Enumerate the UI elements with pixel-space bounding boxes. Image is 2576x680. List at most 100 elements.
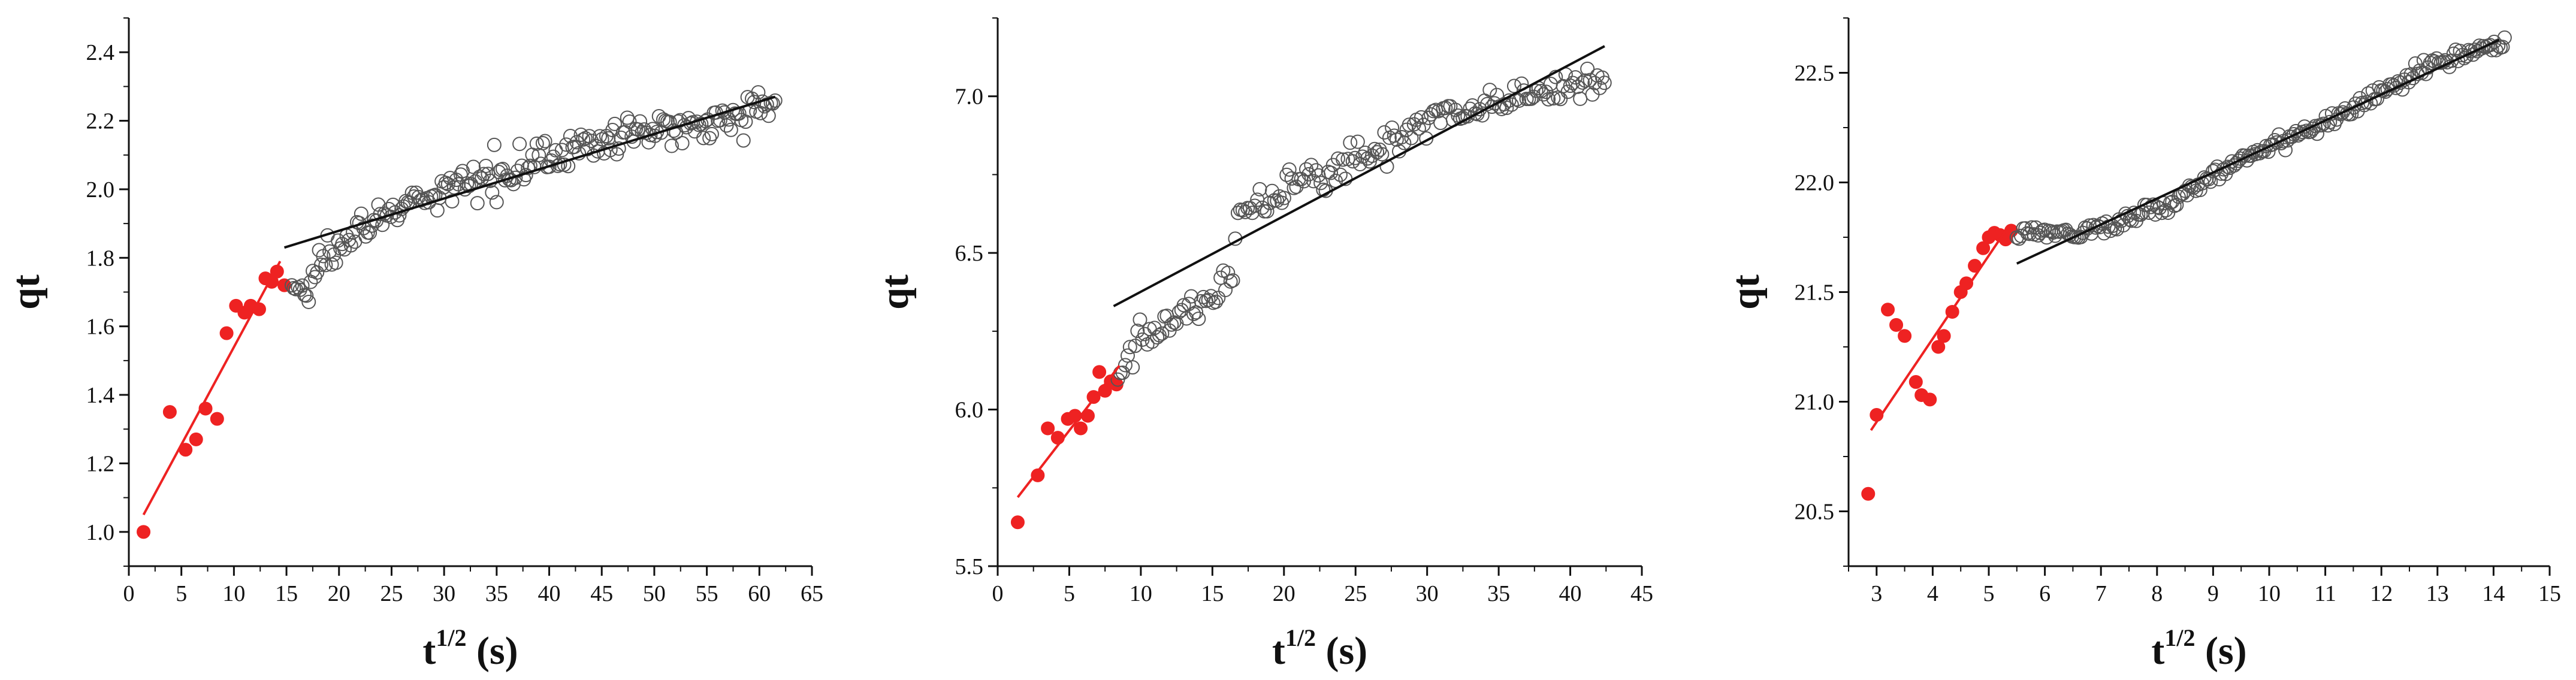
data-point-later: [364, 218, 379, 233]
x-tick-label: 0: [123, 581, 135, 606]
x-tick-label: 10: [222, 581, 245, 606]
data-point-later: [284, 278, 299, 293]
fit-line-initial: [1870, 229, 2007, 431]
data-point-later: [1490, 87, 1505, 102]
data-point-later: [633, 114, 648, 129]
fit-line-initial: [142, 261, 282, 516]
data-point-later: [1122, 340, 1137, 355]
data-point-later: [1541, 92, 1556, 107]
y-tick-label: 6.5: [955, 241, 984, 266]
data-point-later: [455, 164, 470, 179]
x-tick-label: 40: [1559, 581, 1582, 606]
y-tick-label: 22.5: [1795, 61, 1835, 86]
data-point-later: [1526, 89, 1541, 104]
data-point-later: [2169, 198, 2184, 213]
x-axis-title: t1/2 (s): [422, 624, 518, 673]
data-point-later: [1147, 321, 1162, 336]
data-point-later: [702, 131, 717, 146]
data-point-later: [460, 176, 475, 191]
data-point-later: [1533, 84, 1548, 99]
x-tick-label: 8: [2151, 581, 2163, 606]
data-point-initial: [1908, 375, 1923, 389]
data-point-initial: [1861, 486, 1876, 501]
data-point-later: [310, 265, 325, 280]
data-point-later: [371, 197, 386, 212]
x-tick-label: 6: [2039, 581, 2050, 606]
data-point-later: [768, 93, 783, 108]
x-axis-title: t1/2 (s): [2151, 624, 2246, 673]
data-point-initial: [189, 432, 203, 446]
data-point-later: [512, 137, 527, 152]
data-point-later: [2293, 126, 2308, 141]
x-tick-label: 14: [2482, 581, 2505, 606]
data-point-later: [2233, 151, 2248, 166]
data-point-later: [1260, 204, 1275, 219]
data-point-later: [1377, 125, 1392, 140]
data-point-later: [594, 132, 609, 147]
data-point-initial: [1898, 329, 1912, 343]
data-point-later: [1529, 83, 1544, 98]
data-point-initial: [137, 525, 151, 539]
x-tick-label: 25: [380, 581, 403, 606]
data-point-later: [1164, 317, 1179, 332]
data-point-later: [1221, 265, 1236, 280]
data-point-later: [1414, 110, 1429, 125]
data-point-later: [1330, 151, 1345, 166]
y-tick-label: 21.0: [1795, 390, 1835, 415]
y-axis-title: qt: [1724, 274, 1768, 310]
data-point-later: [593, 129, 608, 144]
data-point-initial: [1923, 392, 1937, 407]
data-point-initial: [1937, 329, 1951, 343]
x-tick-label: 15: [1201, 581, 1224, 606]
data-point-later: [601, 131, 616, 146]
x-tick-label: 25: [1344, 581, 1367, 606]
x-tick-label: 4: [1927, 581, 1938, 606]
data-point-later: [1504, 97, 1519, 112]
data-point-later: [1536, 87, 1551, 102]
data-point-later: [1350, 134, 1365, 149]
data-point-later: [1184, 289, 1199, 304]
data-point-later: [609, 147, 624, 162]
data-point-initial: [1976, 241, 1991, 255]
data-point-later: [483, 173, 498, 188]
data-point-later: [1387, 128, 1402, 143]
x-tick-label: 11: [2314, 581, 2336, 606]
y-axis-title: qt: [4, 274, 48, 310]
data-point-later: [696, 131, 711, 146]
data-point-later: [1597, 75, 1612, 90]
data-point-later: [1560, 84, 1575, 99]
data-point-later: [542, 159, 557, 174]
data-point-later: [535, 135, 550, 150]
data-point-later: [537, 134, 552, 149]
data-point-later: [1343, 135, 1358, 150]
data-point-later: [2388, 80, 2403, 95]
x-axis-title: t1/2 (s): [1272, 624, 1367, 673]
y-tick-label: 1.6: [86, 315, 115, 340]
x-tick-label: 5: [1983, 581, 1995, 606]
data-point-later: [1125, 360, 1140, 375]
data-point-later: [611, 141, 626, 156]
x-tick-label: 15: [2538, 581, 2561, 606]
x-tick-label: 9: [2207, 581, 2219, 606]
x-tick-label: 10: [1130, 581, 1152, 606]
fit-line-initial: [1016, 365, 1121, 498]
x-tick-label: 45: [1630, 581, 1653, 606]
data-point-later: [1411, 121, 1426, 136]
data-point-later: [446, 180, 461, 195]
y-tick-label: 1.4: [86, 383, 115, 408]
data-point-later: [584, 134, 599, 149]
data-point-initial: [1010, 515, 1025, 530]
data-point-initial: [1931, 340, 1946, 354]
x-tick-label: 5: [176, 581, 187, 606]
data-point-later: [1209, 294, 1224, 309]
y-tick-label: 6.0: [955, 398, 984, 423]
data-point-later: [445, 194, 460, 208]
data-point-later: [328, 255, 343, 270]
x-tick-label: 20: [328, 581, 351, 606]
x-tick-label: 0: [992, 581, 1004, 606]
data-point-later: [569, 135, 584, 150]
data-point-later: [485, 185, 500, 200]
y-tick-label: 1.8: [86, 246, 115, 271]
data-point-later: [1443, 99, 1458, 114]
data-point-initial: [1031, 468, 1045, 482]
